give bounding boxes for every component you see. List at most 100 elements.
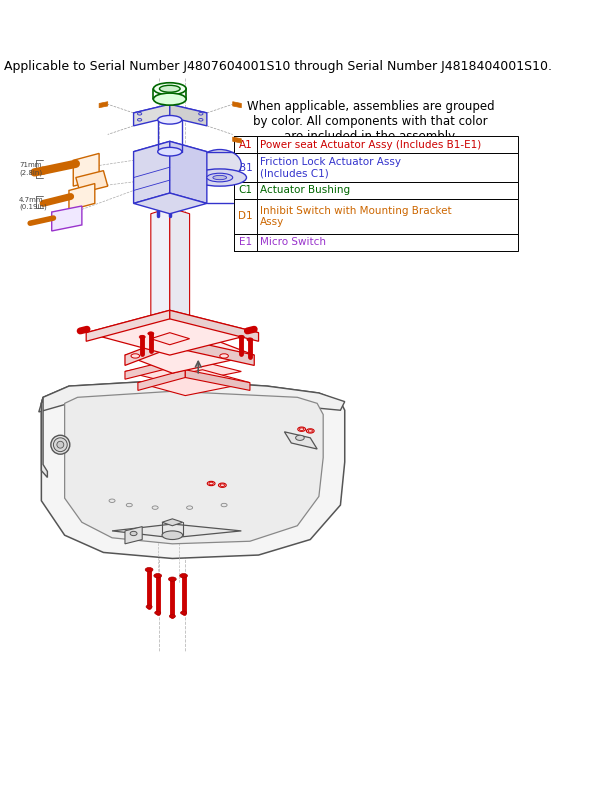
Ellipse shape: [187, 506, 193, 509]
Polygon shape: [99, 101, 108, 108]
Polygon shape: [170, 141, 207, 204]
Text: E1: E1: [239, 237, 252, 247]
Ellipse shape: [57, 441, 64, 448]
Ellipse shape: [148, 332, 154, 335]
Ellipse shape: [159, 85, 180, 92]
Text: Actuator Bushing: Actuator Bushing: [261, 186, 350, 195]
Ellipse shape: [138, 118, 142, 121]
Polygon shape: [133, 105, 170, 126]
Polygon shape: [151, 333, 190, 345]
Bar: [235, 182, 518, 199]
Ellipse shape: [138, 113, 142, 115]
Ellipse shape: [131, 354, 139, 358]
Bar: [235, 234, 257, 251]
Polygon shape: [86, 311, 259, 355]
Bar: [235, 136, 518, 153]
Polygon shape: [151, 208, 170, 339]
Ellipse shape: [209, 483, 213, 485]
Polygon shape: [112, 524, 241, 538]
Polygon shape: [125, 358, 241, 384]
Bar: [235, 153, 518, 182]
Polygon shape: [125, 337, 172, 366]
Polygon shape: [185, 370, 250, 390]
Polygon shape: [125, 358, 177, 380]
Bar: [235, 199, 518, 234]
Polygon shape: [39, 380, 345, 412]
Polygon shape: [76, 170, 108, 193]
Polygon shape: [170, 105, 207, 126]
Ellipse shape: [307, 429, 314, 433]
Ellipse shape: [154, 573, 162, 578]
Polygon shape: [65, 391, 323, 544]
Ellipse shape: [308, 430, 313, 432]
Text: 71mm
(2.8in): 71mm (2.8in): [19, 162, 42, 176]
Ellipse shape: [51, 436, 70, 454]
Text: D1: D1: [238, 212, 253, 221]
Text: A1: A1: [239, 139, 253, 150]
Text: Micro Switch: Micro Switch: [261, 237, 326, 247]
Ellipse shape: [247, 338, 253, 341]
Ellipse shape: [213, 175, 227, 180]
Text: Friction Lock Actuator Assy
(Includes C1): Friction Lock Actuator Assy (Includes C1…: [261, 157, 401, 178]
Ellipse shape: [153, 93, 186, 105]
Bar: [235, 199, 257, 234]
Ellipse shape: [158, 148, 182, 156]
Polygon shape: [73, 153, 99, 187]
Ellipse shape: [198, 149, 241, 180]
Polygon shape: [125, 526, 142, 544]
Polygon shape: [125, 337, 255, 373]
Ellipse shape: [199, 113, 203, 115]
Ellipse shape: [153, 83, 186, 95]
Text: C1: C1: [239, 186, 253, 195]
Ellipse shape: [221, 504, 227, 507]
Text: When applicable, assemblies are grouped
by color. All components with that color: When applicable, assemblies are grouped …: [247, 100, 494, 143]
Text: Inhibit Switch with Mounting Bracket
Assy: Inhibit Switch with Mounting Bracket Ass…: [261, 205, 452, 227]
Polygon shape: [162, 519, 183, 526]
Bar: [235, 153, 257, 182]
Polygon shape: [133, 193, 207, 214]
Polygon shape: [233, 101, 241, 108]
Ellipse shape: [168, 577, 176, 581]
Ellipse shape: [199, 118, 203, 121]
Text: 4.7mm
(0.19in): 4.7mm (0.19in): [19, 196, 47, 210]
Polygon shape: [138, 370, 185, 390]
Ellipse shape: [296, 436, 304, 440]
Ellipse shape: [158, 115, 182, 124]
Ellipse shape: [298, 427, 305, 431]
Ellipse shape: [169, 615, 175, 618]
Polygon shape: [138, 370, 250, 396]
Ellipse shape: [207, 174, 233, 182]
Ellipse shape: [152, 506, 158, 509]
Ellipse shape: [181, 611, 187, 615]
Ellipse shape: [130, 531, 137, 535]
Ellipse shape: [162, 531, 183, 539]
Bar: [235, 234, 518, 251]
Ellipse shape: [299, 428, 304, 431]
Ellipse shape: [220, 484, 224, 487]
Ellipse shape: [139, 335, 145, 339]
Ellipse shape: [193, 169, 247, 187]
Text: Power seat Actuator Assy (Includes B1-E1): Power seat Actuator Assy (Includes B1-E1…: [261, 139, 482, 150]
Bar: [235, 136, 257, 153]
Ellipse shape: [207, 482, 215, 486]
Polygon shape: [284, 431, 317, 449]
Bar: [235, 182, 257, 199]
Polygon shape: [41, 397, 47, 478]
Polygon shape: [69, 183, 95, 210]
Polygon shape: [170, 208, 190, 339]
Ellipse shape: [53, 438, 67, 452]
Polygon shape: [86, 311, 170, 341]
Ellipse shape: [146, 605, 152, 608]
Polygon shape: [170, 311, 259, 341]
Ellipse shape: [126, 504, 132, 507]
Polygon shape: [52, 206, 82, 231]
Ellipse shape: [219, 483, 226, 487]
Polygon shape: [41, 380, 345, 559]
Polygon shape: [133, 141, 207, 162]
Ellipse shape: [109, 499, 115, 503]
Polygon shape: [133, 105, 207, 122]
Ellipse shape: [155, 611, 161, 615]
Polygon shape: [172, 337, 255, 366]
Ellipse shape: [238, 335, 244, 339]
Polygon shape: [133, 141, 170, 204]
